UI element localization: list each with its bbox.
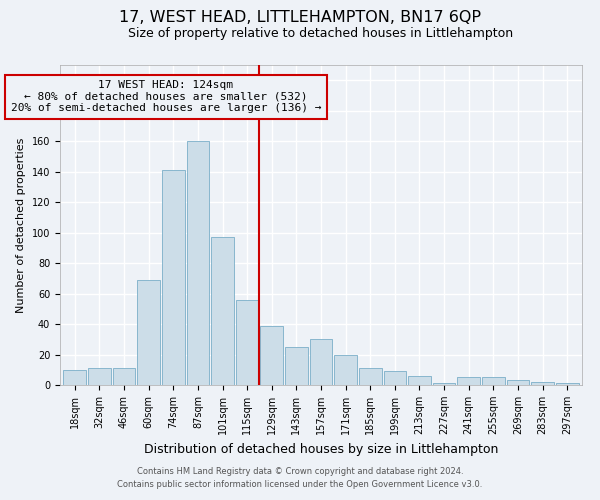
Bar [433, 384, 455, 385]
Bar [457, 378, 480, 385]
Bar [64, 370, 86, 385]
Text: 17, WEST HEAD, LITTLEHAMPTON, BN17 6QP: 17, WEST HEAD, LITTLEHAMPTON, BN17 6QP [119, 10, 481, 25]
Bar [260, 326, 283, 385]
Bar [88, 368, 111, 385]
X-axis label: Distribution of detached houses by size in Littlehampton: Distribution of detached houses by size … [144, 442, 498, 456]
Title: Size of property relative to detached houses in Littlehampton: Size of property relative to detached ho… [128, 27, 514, 40]
Bar [408, 376, 431, 385]
Bar [187, 141, 209, 385]
Bar [556, 384, 578, 385]
Bar [383, 372, 406, 385]
Bar [531, 382, 554, 385]
Bar [137, 280, 160, 385]
Y-axis label: Number of detached properties: Number of detached properties [16, 138, 26, 312]
Bar [310, 340, 332, 385]
Bar [482, 378, 505, 385]
Bar [162, 170, 185, 385]
Bar [285, 347, 308, 385]
Bar [506, 380, 529, 385]
Bar [359, 368, 382, 385]
Bar [211, 237, 234, 385]
Bar [113, 368, 136, 385]
Bar [334, 354, 357, 385]
Text: 17 WEST HEAD: 124sqm
← 80% of detached houses are smaller (532)
20% of semi-deta: 17 WEST HEAD: 124sqm ← 80% of detached h… [11, 80, 321, 114]
Text: Contains HM Land Registry data © Crown copyright and database right 2024.
Contai: Contains HM Land Registry data © Crown c… [118, 468, 482, 489]
Bar [236, 300, 259, 385]
